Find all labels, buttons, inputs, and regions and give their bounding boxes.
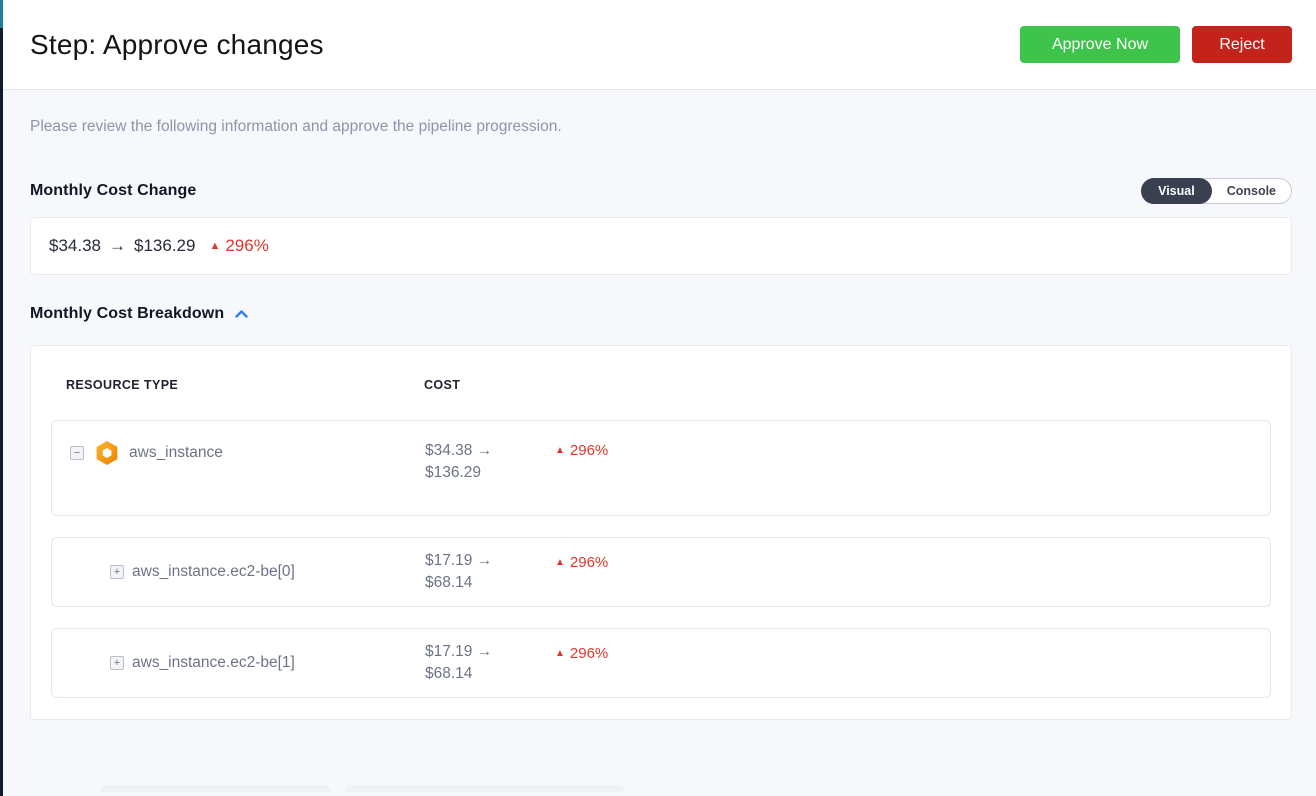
header-actions: Approve Now Reject — [1020, 26, 1292, 63]
cost-cell: $17.19 → $68.14 — [425, 641, 555, 685]
cost-from: $17.19 — [425, 643, 473, 660]
aws-ec2-icon — [96, 441, 118, 465]
delta-cell: ▲ 296% — [555, 643, 1270, 662]
expand-icon[interactable]: + — [110, 565, 124, 579]
resource-name: aws_instance — [129, 444, 223, 461]
view-mode-toggle: Visual Console — [1141, 178, 1292, 204]
breakdown-table-header: RESOURCE TYPE COST — [31, 378, 1291, 392]
cost-to: $136.29 — [425, 464, 482, 481]
approval-content: Please review the following information … — [0, 90, 1316, 792]
up-triangle-icon: ▲ — [555, 647, 565, 659]
page-title: Step: Approve changes — [30, 28, 324, 60]
cost-cell: $34.38 → $136.29 — [425, 440, 555, 484]
breakdown-title: Monthly Cost Breakdown — [30, 305, 225, 322]
collapsed-sidebar-edge — [0, 0, 3, 796]
cost-cell: $17.19 → $68.14 — [425, 550, 555, 594]
cost-change-title: Monthly Cost Change — [30, 182, 197, 199]
review-instruction: Please review the following information … — [30, 118, 562, 135]
toggle-console[interactable]: Console — [1226, 184, 1276, 198]
below-fold-card-top — [100, 785, 330, 792]
cost-delta-value: 296% — [225, 236, 269, 255]
column-cost: COST — [424, 378, 461, 392]
cost-breakdown-card: RESOURCE TYPE COST − a — [30, 345, 1292, 720]
cost-from: $17.19 — [425, 552, 473, 569]
step-header: Step: Approve changes Approve Now Reject — [0, 0, 1316, 90]
table-row-ec2-be-0[interactable]: + aws_instance.ec2-be[0] $17.19 → $68.14… — [51, 537, 1271, 607]
resource-name: aws_instance.ec2-be[0] — [132, 563, 295, 580]
cost-after: $136.29 — [134, 236, 196, 255]
breakdown-section-head[interactable]: Monthly Cost Breakdown — [30, 305, 249, 323]
cost-change-summary-card: $34.38 → $136.29 ▲ 296% — [30, 217, 1292, 275]
expand-icon[interactable]: + — [110, 656, 124, 670]
below-fold-card-top — [345, 785, 625, 792]
column-resource-type: RESOURCE TYPE — [66, 378, 179, 392]
delta-value: 296% — [569, 442, 609, 459]
arrow-right-icon: → — [476, 442, 493, 459]
arrow-right-icon: → — [476, 643, 493, 660]
up-triangle-icon: ▲ — [209, 240, 221, 252]
collapsed-sidebar-edge-accent — [0, 0, 3, 28]
cost-change-section-head: Monthly Cost Change Visual Console — [30, 178, 1292, 204]
chevron-up-icon[interactable] — [234, 308, 249, 320]
arrow-right-icon: → — [109, 236, 126, 255]
collapse-icon[interactable]: − — [70, 446, 84, 460]
cost-from: $34.38 — [425, 442, 473, 459]
arrow-right-icon: → — [476, 552, 493, 569]
cost-to: $68.14 — [425, 574, 473, 591]
resource-cell: − aws_instance — [70, 440, 425, 466]
up-triangle-icon: ▲ — [555, 445, 565, 456]
resource-cell: + aws_instance.ec2-be[0] — [70, 563, 425, 581]
resource-cell: + aws_instance.ec2-be[1] — [70, 654, 425, 672]
approve-now-button[interactable]: Approve Now — [1020, 26, 1180, 63]
delta-cell: ▲ 296% — [555, 440, 1270, 459]
delta-value: 296% — [569, 644, 609, 662]
up-triangle-icon: ▲ — [555, 556, 565, 568]
reject-button[interactable]: Reject — [1192, 26, 1292, 63]
cost-to: $68.14 — [425, 665, 473, 682]
resource-name: aws_instance.ec2-be[1] — [132, 654, 295, 671]
table-row-aws-instance[interactable]: − aws_instance $34.38 → — [51, 420, 1271, 516]
toggle-visual[interactable]: Visual — [1141, 178, 1212, 204]
cost-before: $34.38 — [49, 236, 101, 255]
cost-delta: ▲ 296% — [209, 236, 268, 256]
table-row-ec2-be-1[interactable]: + aws_instance.ec2-be[1] $17.19 → $68.14… — [51, 628, 1271, 698]
delta-cell: ▲ 296% — [555, 552, 1270, 571]
delta-value: 296% — [569, 553, 609, 571]
